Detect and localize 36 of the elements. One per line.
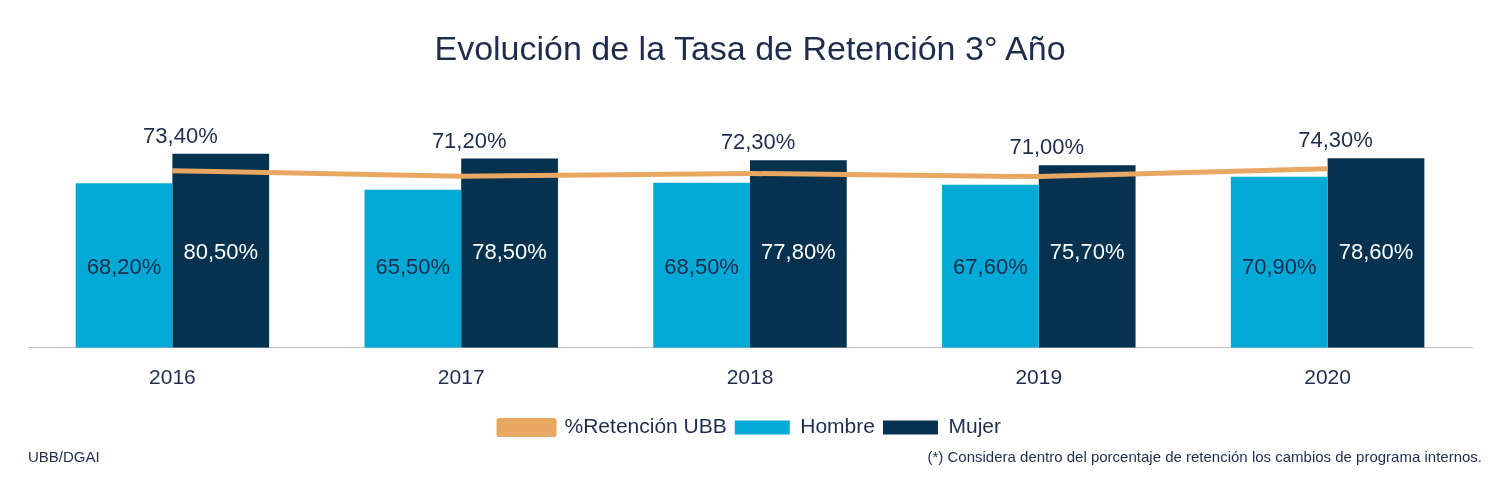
bar <box>75 183 173 348</box>
legend-label: %Retención UBB <box>564 414 727 438</box>
data-label: 77,80% <box>761 238 836 264</box>
bar <box>461 158 558 348</box>
bar <box>364 189 462 348</box>
data-label: 72,30% <box>720 129 796 155</box>
data-label: 78,50% <box>472 238 547 264</box>
data-label: 71,00% <box>1009 134 1085 160</box>
data-label: 78,60% <box>1338 238 1414 264</box>
text: UBB/DGAI <box>28 448 100 465</box>
bar <box>942 184 1039 348</box>
x-tick-label: 2020 <box>1304 365 1351 389</box>
bar <box>1230 176 1328 348</box>
data-label: 67,60% <box>953 253 1028 279</box>
data-label: 80,50% <box>183 238 259 264</box>
x-tick-label: 2017 <box>437 365 485 389</box>
data-label: 68,50% <box>664 253 739 279</box>
data-label: 73,40% <box>143 122 218 148</box>
x-tick-label: 2018 <box>726 365 774 389</box>
data-label: 74,30% <box>1298 127 1373 153</box>
legend-label: Mujer <box>948 414 1001 438</box>
x-tick-label: 2016 <box>149 365 196 389</box>
bar <box>750 160 847 348</box>
bar <box>172 153 270 348</box>
bar <box>653 182 750 348</box>
bar <box>1038 165 1136 348</box>
chart-title: Evolución de la Tasa de Retención 3° Año <box>434 28 1066 67</box>
data-label: 71,20% <box>431 127 507 153</box>
data-label: 75,70% <box>1049 238 1125 264</box>
text: (*) Considera dentro del porcentaje de retención los cambios de programa internos. <box>927 448 1482 465</box>
data-label: 68,20% <box>86 253 162 279</box>
bar <box>1327 158 1425 348</box>
data-label: 70,90% <box>1241 253 1317 279</box>
x-tick-label: 2019 <box>1015 365 1063 389</box>
legend-label: Hombre <box>800 414 875 438</box>
data-label: 65,50% <box>375 253 451 279</box>
